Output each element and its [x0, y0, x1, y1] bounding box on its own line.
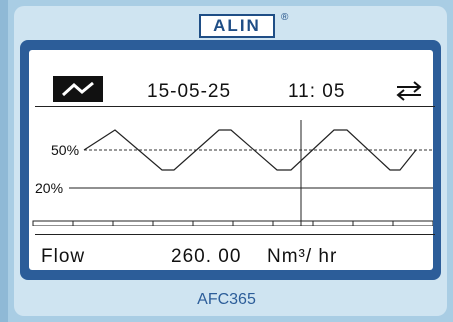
- reading-label: Flow: [41, 246, 86, 267]
- flow-trend-curve: [83, 129, 417, 171]
- reading-value: 260. 00: [171, 246, 242, 267]
- brand-logo-text: ALIN: [213, 16, 261, 35]
- panel-edge: [0, 0, 8, 322]
- header-divider: [35, 106, 435, 107]
- registered-mark: ®: [281, 12, 289, 23]
- model-label: AFC365: [197, 291, 256, 308]
- swap-arrows-icon[interactable]: [395, 81, 423, 101]
- reading-divider: [35, 234, 435, 235]
- time-display: 11: 05: [288, 81, 346, 102]
- date-display: 15-05-25: [147, 81, 232, 102]
- lcd-display: 15-05-25 11: 05 50% 20%: [29, 50, 435, 270]
- brand-logo: ALIN: [199, 14, 275, 38]
- trend-wave-icon[interactable]: [53, 76, 103, 102]
- trend-chart: 50% 20%: [32, 120, 433, 226]
- level-20-label: 20%: [35, 180, 63, 196]
- level-50-label: 50%: [51, 142, 79, 158]
- timeline-ticks: [72, 221, 394, 226]
- reading-unit: Nm³/ hr: [267, 246, 338, 267]
